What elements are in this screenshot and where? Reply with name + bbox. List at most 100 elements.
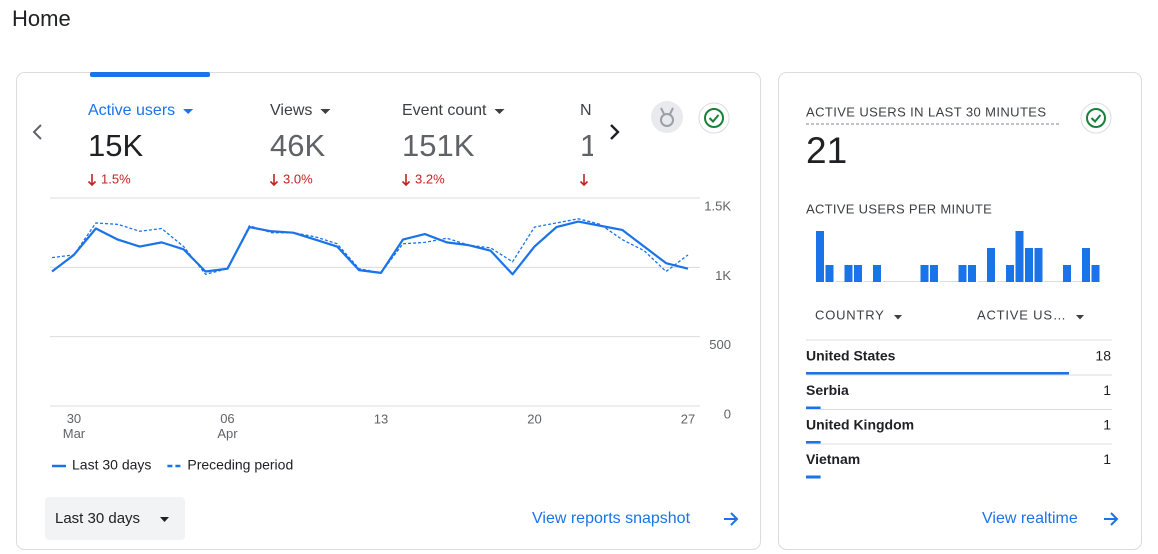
icon-check: [708, 114, 720, 123]
minute-bar: [892, 281, 902, 282]
share-bar: [806, 372, 1069, 375]
x-tick-label: 30 Mar: [63, 411, 86, 441]
minute-bar: [1025, 248, 1033, 282]
minute-bar: [901, 281, 911, 282]
dropdown-caret: [494, 109, 505, 114]
minute-bar: [1082, 248, 1090, 282]
down-arrow: [87, 174, 97, 187]
y-tick-label: 1K: [715, 268, 731, 283]
icon-bg: [651, 101, 683, 133]
country-name: United States: [806, 348, 896, 364]
column-header[interactable]: COUNTRY: [815, 307, 885, 322]
metric-label[interactable]: Active users: [88, 102, 175, 119]
minute-bar: [1063, 265, 1071, 282]
minute-bar: [968, 265, 976, 282]
minute-bar: [1015, 231, 1024, 282]
date-range-button[interactable]: [45, 497, 185, 540]
metric-value: 46K: [270, 128, 325, 163]
country-count: 1: [1103, 451, 1111, 467]
country-count: 1: [1103, 382, 1111, 398]
dropdown-caret: [183, 109, 194, 114]
icon-ring: [704, 108, 724, 128]
link-arrow: [1104, 512, 1119, 526]
minute-bar: [958, 265, 967, 282]
status-icon[interactable]: [1080, 102, 1112, 134]
icon-bg: [698, 102, 730, 134]
country-name: United Kingdom: [806, 417, 914, 433]
country-name: Serbia: [806, 382, 849, 398]
minute-bar: [1091, 265, 1100, 282]
minute-bar: [816, 231, 824, 282]
realtime-title: ACTIVE USERS IN LAST 30 MINUTES: [806, 104, 1046, 119]
minute-bar: [854, 265, 862, 282]
metric-change: 3.0%: [283, 171, 313, 186]
metric-value: 151K: [402, 128, 475, 163]
overview-card: [16, 72, 761, 550]
minute-bar: [996, 281, 1006, 282]
metric-change: 3.2%: [415, 171, 445, 186]
legend-label: Preceding period: [187, 457, 293, 473]
minute-bar: [825, 265, 834, 282]
y-tick-label: 0: [724, 406, 731, 421]
insight-icon[interactable]: [651, 101, 683, 133]
minute-bar: [949, 281, 959, 282]
metric-label[interactable]: Views: [270, 102, 312, 119]
minute-bar: [873, 265, 881, 282]
realtime-link[interactable]: View realtime: [982, 510, 1078, 527]
snapshot-link[interactable]: View reports snapshot: [532, 510, 691, 527]
tab-indicator: [90, 72, 210, 77]
down-arrow: [269, 174, 279, 187]
minute-bar: [1044, 281, 1054, 282]
realtime-card: [778, 72, 1142, 550]
icon-check: [1090, 114, 1102, 123]
minute-bar: [1072, 281, 1082, 282]
x-tick-label: 06 Apr: [217, 411, 238, 441]
metric-label[interactable]: N: [580, 102, 592, 119]
icon-medal: [660, 113, 674, 127]
y-tick-label: 500: [709, 337, 731, 352]
x-tick-label: 27: [681, 411, 695, 426]
per-minute-title: ACTIVE USERS PER MINUTE: [806, 201, 992, 216]
share-bar: [806, 475, 821, 479]
series-line: [51, 220, 689, 276]
minute-bar: [1034, 248, 1043, 282]
minute-bar: [1006, 265, 1014, 282]
dropdown-caret: [1076, 315, 1084, 320]
status-icon[interactable]: [698, 102, 730, 134]
dropdown-caret: [320, 109, 331, 114]
country-count: 18: [1095, 348, 1111, 364]
minute-bar: [882, 281, 892, 282]
prev-button[interactable]: [32, 124, 42, 140]
down-arrow: [579, 174, 589, 187]
icon-bg: [1080, 102, 1112, 134]
minute-bar: [920, 265, 929, 282]
icon-ring: [1086, 108, 1106, 128]
x-tick-label: 20: [527, 411, 541, 426]
metric-value: 1: [580, 128, 597, 163]
link-arrow: [724, 512, 739, 526]
metric-value: 15K: [88, 128, 143, 163]
minute-bar: [930, 265, 938, 282]
page-title: Home: [12, 6, 71, 31]
minute-bar: [987, 248, 995, 282]
dropdown-caret: [160, 517, 169, 522]
minute-bar: [863, 281, 873, 282]
country-count: 1: [1103, 417, 1111, 433]
metric-change: 1.5%: [101, 171, 131, 186]
y-tick-label: 1.5K: [704, 198, 731, 213]
metric-label[interactable]: Event count: [402, 102, 487, 119]
legend-label: Last 30 days: [72, 457, 151, 473]
country-name: Vietnam: [806, 451, 860, 467]
date-range-label: Last 30 days: [55, 510, 140, 527]
minute-bar: [977, 281, 987, 282]
icon-ribbon: [660, 107, 674, 115]
minute-bar: [939, 281, 949, 282]
down-arrow: [401, 174, 411, 187]
column-header[interactable]: ACTIVE US…: [977, 307, 1067, 322]
realtime-count: 21: [806, 130, 847, 171]
next-button[interactable]: [610, 124, 620, 140]
share-bar: [806, 441, 821, 444]
x-tick-label: 13: [374, 411, 388, 426]
